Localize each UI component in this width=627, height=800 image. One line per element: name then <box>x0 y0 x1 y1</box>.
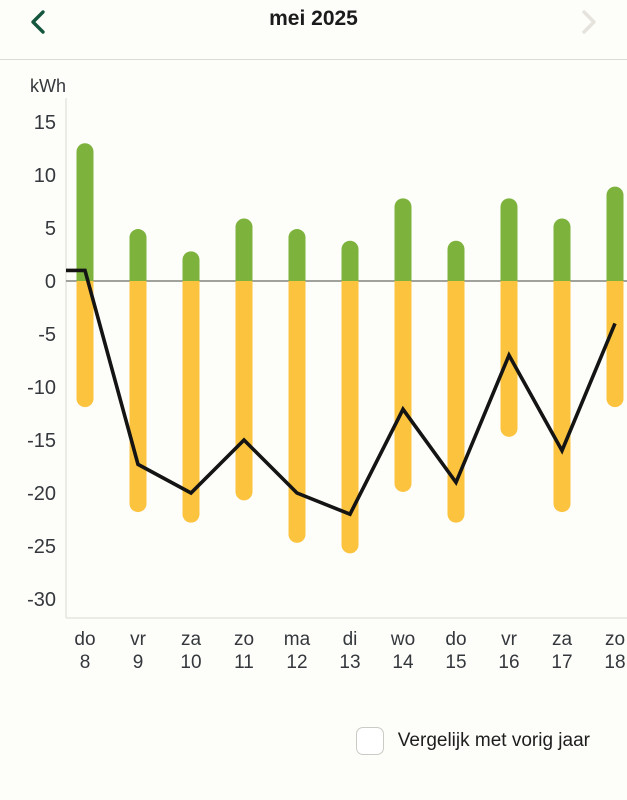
y-tick-label: 10 <box>34 165 56 187</box>
consumption-bar[interactable] <box>76 281 94 408</box>
x-day-label: za <box>181 629 202 650</box>
x-date-label: 11 <box>234 652 254 673</box>
x-day-label: vr <box>501 629 518 650</box>
x-day-label: do <box>445 629 466 650</box>
y-tick-label: -15 <box>27 430 56 452</box>
consumption-bar[interactable] <box>129 281 147 513</box>
x-date-label: 15 <box>445 652 466 673</box>
production-bar[interactable] <box>129 229 147 281</box>
chevron-right-icon <box>582 10 596 34</box>
next-month-button[interactable] <box>571 5 605 39</box>
y-tick-label: -25 <box>27 536 56 558</box>
x-day-label: wo <box>390 629 415 650</box>
consumption-bar[interactable] <box>553 281 571 513</box>
x-date-label: 12 <box>286 652 307 673</box>
month-nav-header: mei 2025 <box>0 0 627 60</box>
x-date-label: 14 <box>392 652 414 673</box>
production-bar[interactable] <box>447 240 465 281</box>
chart-section: kWh 15 10 5 0 -5 -10 -15 -20 -25 -30 do 8 vr 9 za 10 zo 1… <box>0 74 627 683</box>
production-bar[interactable] <box>182 251 200 281</box>
y-tick-label: -30 <box>27 589 56 611</box>
consumption-bar[interactable] <box>606 281 624 408</box>
page-title: mei 2025 <box>269 7 358 30</box>
production-bar[interactable] <box>553 218 571 281</box>
production-bar[interactable] <box>394 198 412 281</box>
compare-checkbox-label: Vergelijk met vorig jaar <box>397 730 590 751</box>
consumption-bar[interactable] <box>235 281 253 501</box>
y-tick-label: -10 <box>27 377 56 399</box>
x-day-label: zo <box>605 629 625 650</box>
y-tick-label: -20 <box>27 483 56 505</box>
net-line <box>66 268 617 517</box>
x-date-label: 16 <box>498 652 519 673</box>
consumption-bar[interactable] <box>341 281 359 554</box>
energy-chart-svg: 151050-5-10-15-20-25-30do8vr9za10zo11ma1… <box>27 98 627 673</box>
x-day-label: za <box>552 629 573 650</box>
production-bar[interactable] <box>606 186 624 281</box>
y-tick-label: 0 <box>45 271 56 293</box>
x-date-label: 8 <box>80 652 91 673</box>
chevron-left-icon <box>31 10 45 34</box>
x-day-label: di <box>343 629 358 650</box>
production-bar[interactable] <box>341 240 359 281</box>
production-bar[interactable] <box>500 198 518 281</box>
compare-row: Vergelijk met vorig jaar <box>0 727 627 755</box>
consumption-bar[interactable] <box>394 281 412 492</box>
compare-checkbox[interactable] <box>355 727 384 755</box>
x-day-label: zo <box>234 629 254 650</box>
production-bar[interactable] <box>235 218 253 281</box>
x-day-label: do <box>74 629 95 650</box>
y-axis-unit-label: kWh <box>30 76 66 96</box>
x-date-label: 18 <box>604 652 625 673</box>
x-day-label: ma <box>284 629 311 650</box>
x-day-label: vr <box>130 629 147 650</box>
production-bar[interactable] <box>76 143 94 281</box>
x-date-label: 13 <box>339 652 360 673</box>
production-bar[interactable] <box>288 229 306 281</box>
x-date-label: 9 <box>133 652 144 673</box>
consumption-bar[interactable] <box>182 281 200 523</box>
consumption-bar[interactable] <box>447 281 465 523</box>
x-date-label: 17 <box>551 652 572 673</box>
consumption-bar[interactable] <box>288 281 306 543</box>
y-tick-label: -5 <box>38 324 56 346</box>
y-tick-label: 5 <box>45 218 56 240</box>
prev-month-button[interactable] <box>22 5 56 39</box>
x-date-label: 10 <box>180 652 201 673</box>
y-tick-label: 15 <box>34 112 56 134</box>
